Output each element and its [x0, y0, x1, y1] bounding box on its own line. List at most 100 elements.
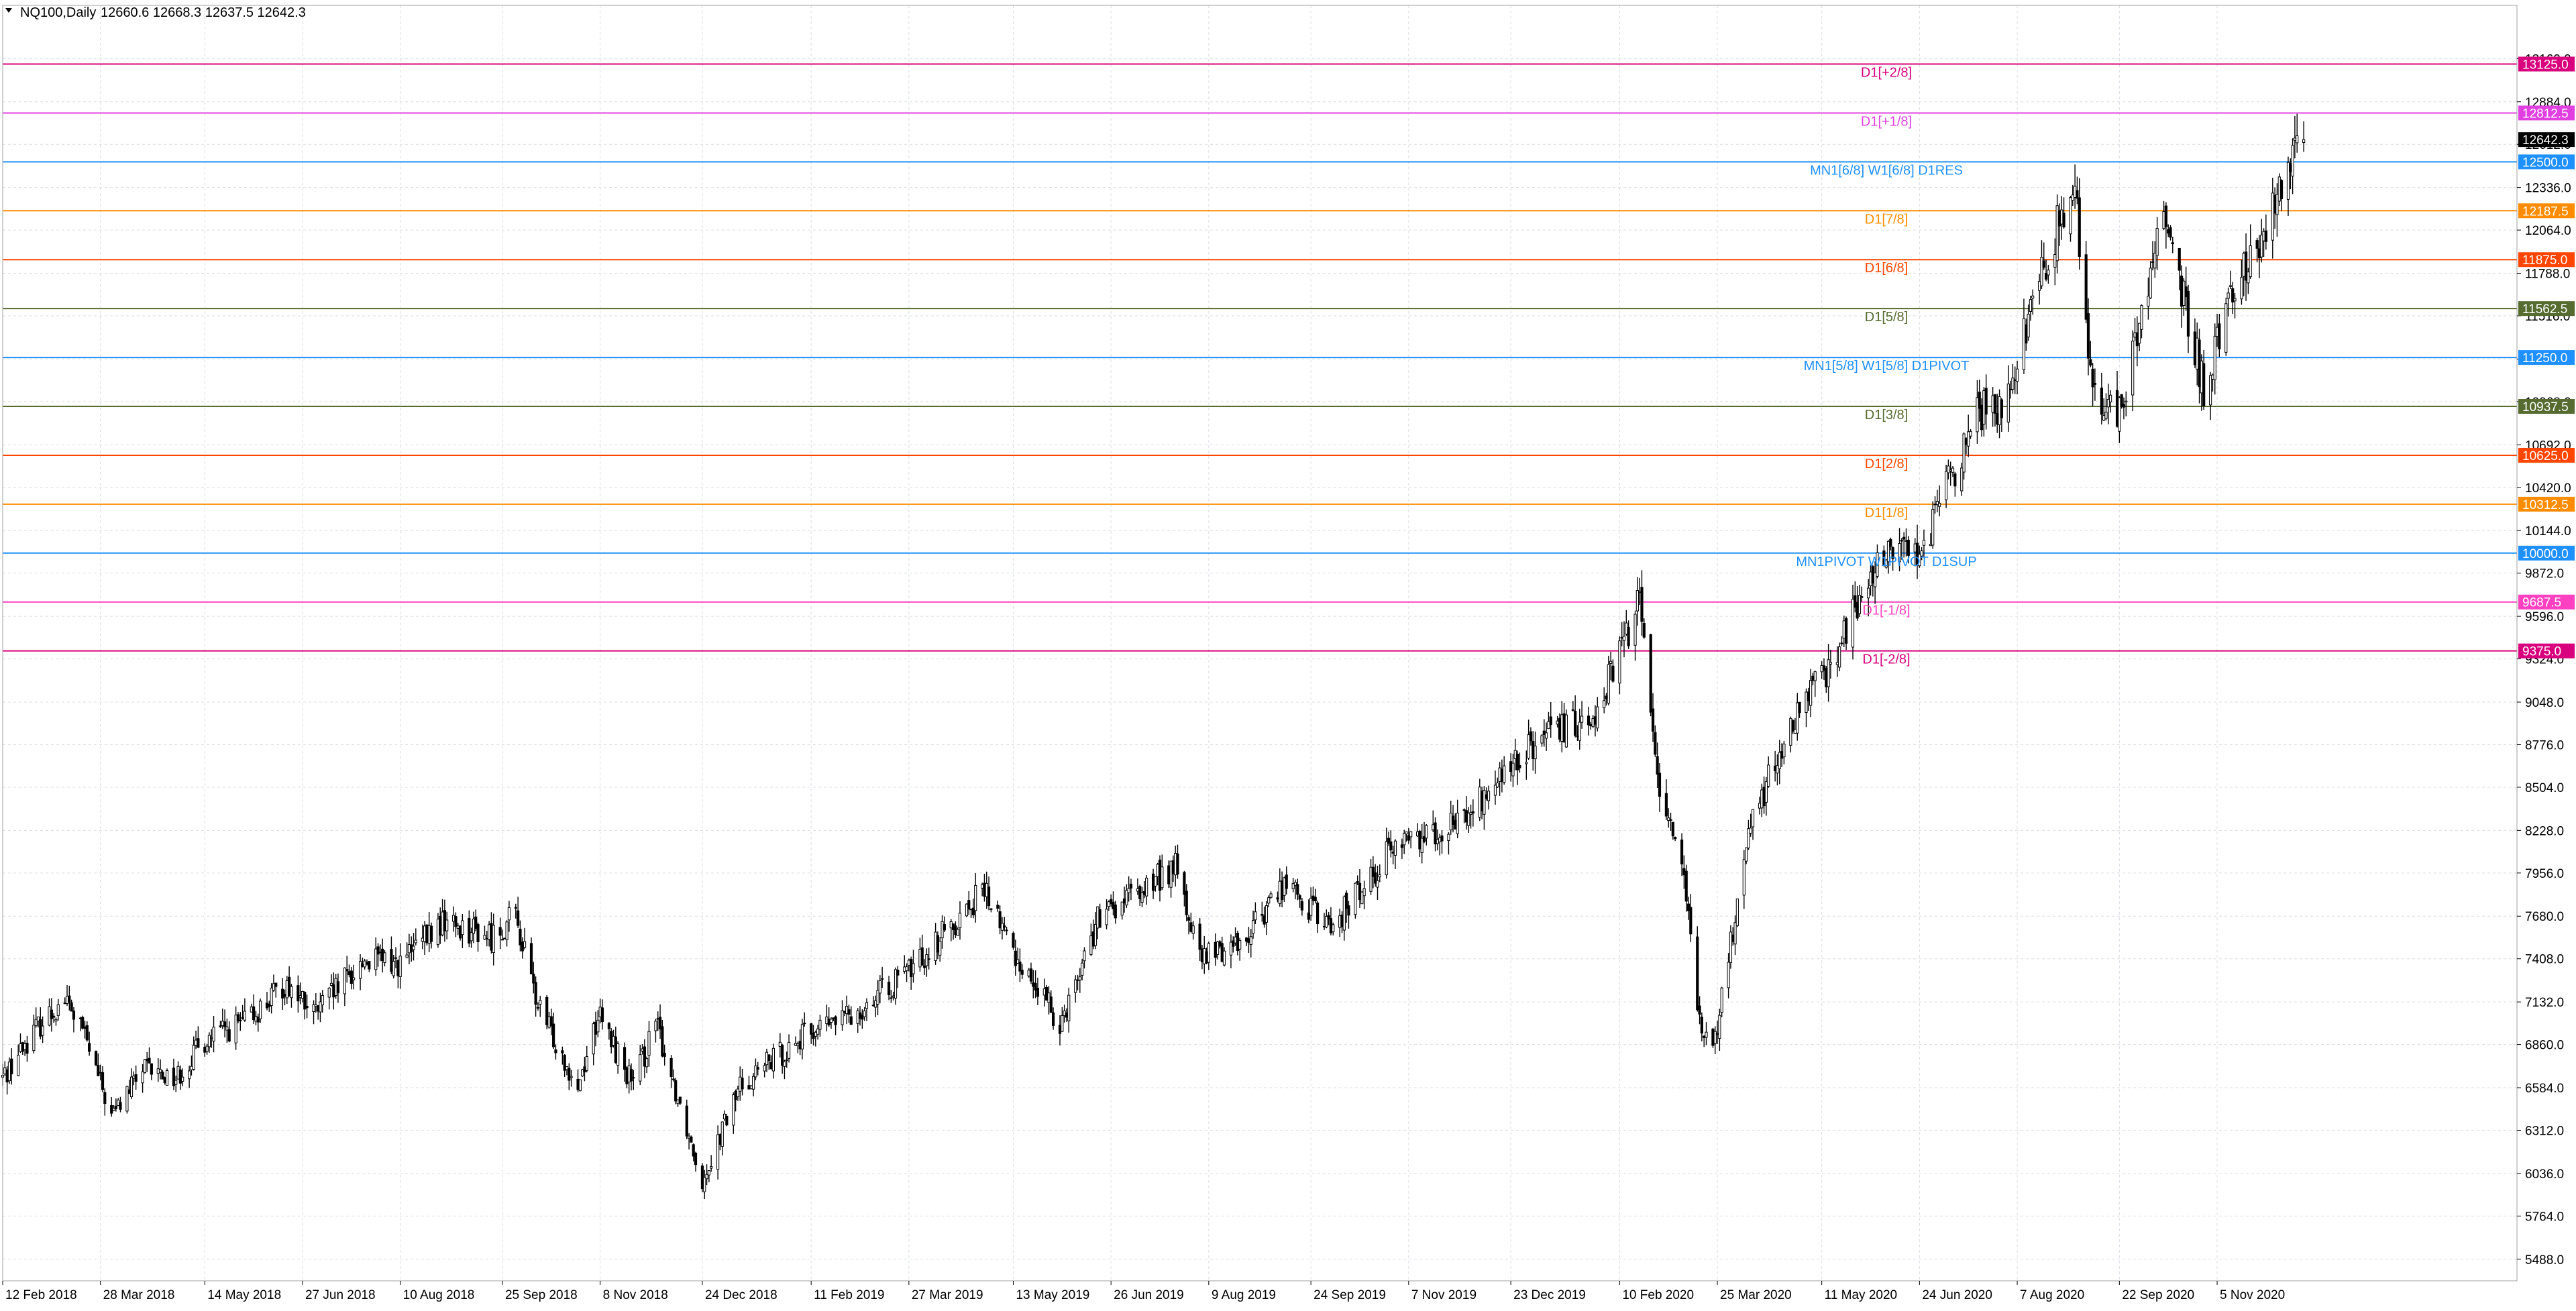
- level-price-tag-label: 13125.0: [2522, 58, 2569, 72]
- x-tick-label: 5 Nov 2020: [2220, 1288, 2285, 1302]
- candle-body: [787, 1041, 791, 1059]
- level-label: D1[6/8]: [1865, 261, 1908, 276]
- candle: [412, 933, 415, 961]
- candle-body: [612, 1035, 615, 1046]
- candle-body: [1858, 595, 1862, 614]
- candle-body: [565, 1066, 569, 1070]
- candle-body: [1020, 970, 1024, 975]
- candle: [1854, 581, 1857, 613]
- candle-body: [500, 939, 504, 941]
- candle-body: [1125, 890, 1128, 906]
- candle-body: [425, 924, 429, 944]
- candle-body: [256, 1017, 260, 1023]
- candle-body: [1593, 716, 1597, 725]
- candle-body: [996, 905, 1000, 909]
- candle-body: [1703, 1035, 1706, 1038]
- candle-body: [94, 1051, 98, 1066]
- candle-body: [1635, 590, 1639, 612]
- candle-body: [1347, 905, 1350, 916]
- level-label: D1[2/8]: [1865, 457, 1908, 471]
- candle-body: [1205, 951, 1208, 964]
- candle-body: [876, 990, 879, 1005]
- candle-body: [1214, 942, 1217, 958]
- candle-body: [1158, 859, 1162, 891]
- candle-body: [1329, 918, 1333, 933]
- candle-body: [1051, 1012, 1055, 1026]
- candle: [539, 995, 542, 1017]
- candle: [2164, 202, 2167, 249]
- candle: [1922, 529, 1926, 557]
- candle: [1947, 459, 1950, 480]
- candle: [2000, 398, 2003, 432]
- candle-body: [1904, 540, 1908, 542]
- candle-body: [987, 887, 991, 907]
- candle-body: [1729, 931, 1733, 963]
- candle-body: [798, 1041, 802, 1049]
- candle-body: [2164, 205, 2167, 227]
- candle: [529, 937, 533, 974]
- candle: [1633, 610, 1637, 661]
- candle-body: [1145, 877, 1148, 897]
- y-tick-label: 7956.0: [2525, 867, 2564, 881]
- candle-body: [498, 927, 502, 936]
- candle-body: [2029, 299, 2033, 312]
- candle: [1534, 731, 1537, 774]
- candle-body: [1207, 943, 1210, 963]
- candle-body: [1686, 903, 1690, 911]
- level-price-tag-label: 11562.5: [2522, 302, 2567, 317]
- candle-body: [592, 1023, 595, 1055]
- candle-body: [1518, 764, 1521, 768]
- candle-body: [583, 1066, 586, 1073]
- candle-body: [254, 1016, 258, 1022]
- candle-body: [1907, 539, 1910, 556]
- candle: [741, 1068, 744, 1096]
- candle-body: [800, 1024, 804, 1049]
- candle-body: [2167, 229, 2170, 234]
- y-tick-label: 8228.0: [2525, 824, 2564, 838]
- candle: [1313, 889, 1317, 904]
- candle: [596, 1010, 600, 1037]
- candle-body: [221, 1021, 224, 1026]
- candle-body: [441, 911, 444, 935]
- candle-body: [429, 925, 433, 942]
- candle-body: [25, 1043, 29, 1054]
- x-tick-label: 25 Sep 2018: [505, 1288, 578, 1302]
- level-price-tag-label: 11250.0: [2522, 351, 2567, 365]
- candle: [1129, 878, 1133, 901]
- level-price-tag: [2518, 301, 2575, 317]
- y-tick-label: 10420.0: [2525, 481, 2571, 496]
- candle-body: [2213, 335, 2216, 380]
- candle-body: [725, 1116, 729, 1126]
- candle-body: [1485, 794, 1488, 799]
- candle-body: [1869, 571, 1872, 587]
- candle: [492, 913, 495, 966]
- candle-body: [539, 1000, 542, 1005]
- candle: [2226, 287, 2230, 317]
- candle: [1187, 914, 1191, 935]
- candle-body: [1456, 813, 1459, 834]
- level-label: D1[1/8]: [1865, 506, 1908, 520]
- triangle-down-icon[interactable]: [5, 8, 12, 13]
- candle-body: [2125, 400, 2128, 403]
- candle-body: [3, 1067, 7, 1074]
- candle-body: [927, 958, 930, 960]
- candle-body: [2038, 281, 2041, 291]
- candle: [1354, 882, 1357, 919]
- candle-body: [1005, 929, 1008, 931]
- candle: [536, 1002, 540, 1011]
- candle-body: [672, 1078, 676, 1080]
- ohlc-readout: 12660.6 12668.3 12637.5 12642.3: [101, 5, 306, 20]
- last-price-tag-label: 12642.3: [2522, 133, 2569, 148]
- candle-body: [158, 1069, 162, 1073]
- candle-body: [2011, 378, 2015, 390]
- level-price-tag: [2518, 252, 2575, 268]
- candle: [1198, 917, 1201, 961]
- candle-body: [847, 1009, 851, 1015]
- candle: [561, 1046, 564, 1065]
- candle: [1938, 485, 1941, 516]
- candle-body: [810, 1023, 813, 1035]
- candle: [1900, 538, 1903, 560]
- candle-body: [381, 948, 384, 962]
